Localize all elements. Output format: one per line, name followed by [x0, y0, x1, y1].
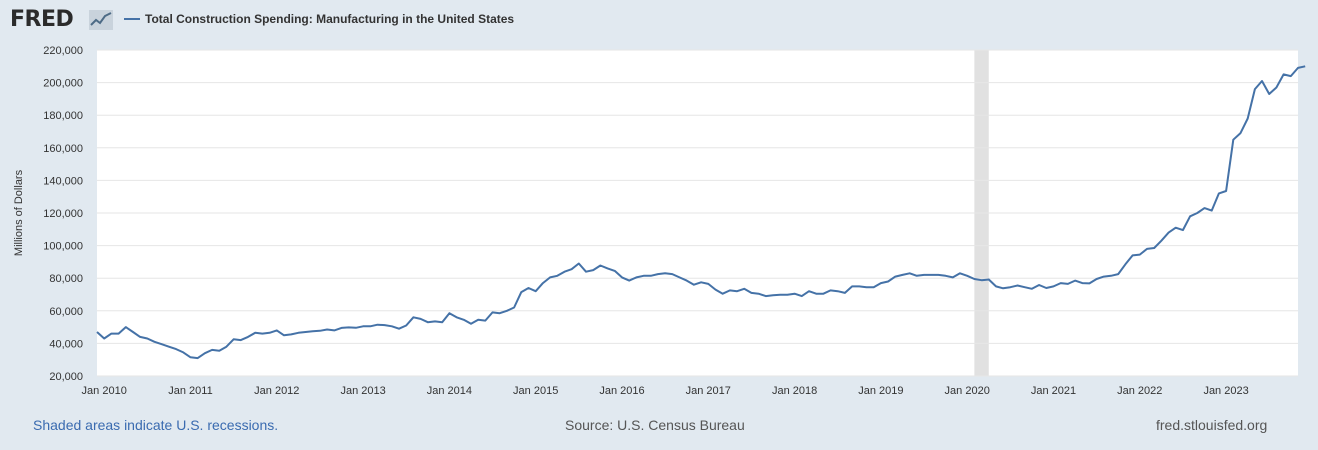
y-tick-label: 220,000	[43, 45, 83, 57]
y-axis-ticks: 20,000 40,000 60,000 80,000 100,000 120,000 14…	[43, 45, 83, 383]
y-tick-label: 100,000	[43, 241, 83, 253]
y-tick-label: 120,000	[43, 208, 83, 220]
series-line[interactable]	[96, 65, 1306, 360]
y-tick-label: 180,000	[43, 110, 83, 122]
y-tick-label: 140,000	[43, 175, 83, 187]
y-tick-label: 200,000	[43, 78, 83, 90]
y-tick-label: 60,000	[49, 306, 83, 318]
gridlines	[97, 49, 1298, 377]
y-tick-label: 80,000	[49, 273, 83, 285]
site-link[interactable]: fred.stlouisfed.org	[1156, 417, 1268, 433]
x-tick-label: Jan 2010	[82, 385, 127, 397]
x-tick-label: Jan 2013	[340, 385, 385, 397]
x-tick-label: Jan 2020	[945, 385, 990, 397]
x-tick-label: Jan 2016	[599, 385, 644, 397]
line-chart-icon	[89, 10, 113, 30]
x-tick-label: Jan 2014	[427, 385, 472, 397]
x-tick-label: Jan 2018	[772, 385, 817, 397]
x-tick-label: Jan 2011	[168, 385, 212, 397]
legend-label: Total Construction Spending: Manufacturi…	[145, 12, 515, 26]
y-tick-label: 160,000	[43, 143, 83, 155]
fred-logo[interactable]: FRED	[10, 7, 74, 32]
x-tick-label: Jan 2015	[513, 385, 558, 397]
x-tick-label: Jan 2012	[254, 385, 299, 397]
y-axis-label: Millions of Dollars	[13, 169, 25, 256]
recession-note: Shaded areas indicate U.S. recessions.	[33, 417, 279, 433]
x-tick-label: Jan 2023	[1203, 385, 1248, 397]
y-tick-label: 40,000	[49, 338, 83, 350]
x-tick-label: Jan 2022	[1117, 385, 1162, 397]
x-axis-ticks: Jan 2010 Jan 2011 Jan 2012 Jan 2013 Jan 2014…	[82, 385, 1249, 397]
x-tick-label: Jan 2019	[858, 385, 903, 397]
line-chart: 20,000 40,000 60,000 80,000 100,000 120,000 14…	[13, 45, 1306, 397]
y-tick-label: 20,000	[49, 371, 83, 383]
chart-header: FRED Total Construction Spending: Manufa…	[0, 0, 1318, 40]
source-note: Source: U.S. Census Bureau	[565, 417, 745, 433]
legend: Total Construction Spending: Manufacturi…	[124, 12, 514, 26]
legend-swatch	[124, 18, 140, 20]
x-tick-label: Jan 2021	[1031, 385, 1076, 397]
x-tick-label: Jan 2017	[686, 385, 731, 397]
